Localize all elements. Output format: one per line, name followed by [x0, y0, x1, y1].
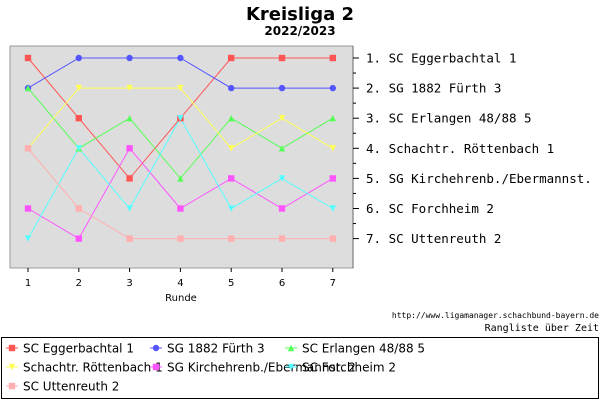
source-url: http://www.ligamanager.schachbund-bayern… [392, 311, 599, 320]
chart-caption: Rangliste über Zeit [485, 323, 599, 334]
legend-label: SC Forchheim 2 [302, 361, 396, 375]
x-ticks: 1 2 3 4 5 6 7 [25, 268, 336, 289]
x-axis-label: Runde [165, 293, 197, 304]
ranking-entry: 1. SC Eggerbachtal 1 [366, 51, 517, 66]
x-tick-label: 2 [76, 278, 82, 289]
data-point [330, 55, 336, 61]
data-point [25, 205, 31, 211]
x-tick-label: 4 [177, 278, 183, 289]
data-point [330, 235, 336, 241]
chart-title: Kreisliga 2 [246, 4, 354, 25]
legend-label: SC Eggerbachtal 1 [23, 342, 134, 356]
legend-swatch-marker [9, 345, 15, 351]
data-point [279, 235, 285, 241]
data-point [228, 85, 234, 91]
data-point [177, 235, 183, 241]
legend-swatch-marker [153, 345, 159, 351]
legend-swatch-marker [9, 383, 15, 389]
chart-subtitle: 2022/2023 [264, 24, 335, 38]
x-tick-label: 1 [25, 278, 31, 289]
x-tick-label: 6 [279, 278, 285, 289]
plot-area [10, 46, 353, 268]
data-point [177, 205, 183, 211]
data-point [76, 205, 82, 211]
legend-label: SG 1882 Fürth 3 [167, 342, 265, 356]
ranking-entry: 7. SC Uttenreuth 2 [366, 231, 501, 246]
legend-label: SC Erlangen 48/88 5 [302, 342, 425, 356]
data-point [330, 175, 336, 181]
data-point [126, 145, 132, 151]
data-point [177, 55, 183, 61]
x-tick-label: 3 [126, 278, 132, 289]
data-point [76, 115, 82, 121]
data-point [126, 175, 132, 181]
data-point [228, 55, 234, 61]
data-point [126, 55, 132, 61]
ranking-entry: 3. SC Erlangen 48/88 5 [366, 111, 532, 126]
legend-label: SC Uttenreuth 2 [23, 380, 119, 394]
ranking-entry: 2. SG 1882 Fürth 3 [366, 81, 501, 96]
final-ranking: 1. SC Eggerbachtal 1 2. SG 1882 Fürth 3 3.… [366, 51, 600, 247]
ranking-entry: 6. SC Forchheim 2 [366, 201, 494, 216]
ranking-entry: 4. Schachtr. Röttenbach 1 [366, 141, 554, 156]
data-point [279, 55, 285, 61]
x-tick-label: 5 [228, 278, 234, 289]
y-ticks [353, 58, 359, 239]
data-point [25, 55, 31, 61]
data-point [279, 85, 285, 91]
x-tick-label: 7 [330, 278, 336, 289]
data-point [228, 235, 234, 241]
legend-swatch-marker [153, 364, 159, 370]
ranking-entry: 5. SG Kirchehrenb./Ebermannst. 2 [366, 171, 600, 186]
data-point [126, 235, 132, 241]
data-point [76, 235, 82, 241]
legend-label: Schachtr. Röttenbach 1 [23, 361, 163, 375]
data-point [228, 175, 234, 181]
data-point [279, 205, 285, 211]
data-point [25, 145, 31, 151]
data-point [76, 55, 82, 61]
data-point [330, 85, 336, 91]
